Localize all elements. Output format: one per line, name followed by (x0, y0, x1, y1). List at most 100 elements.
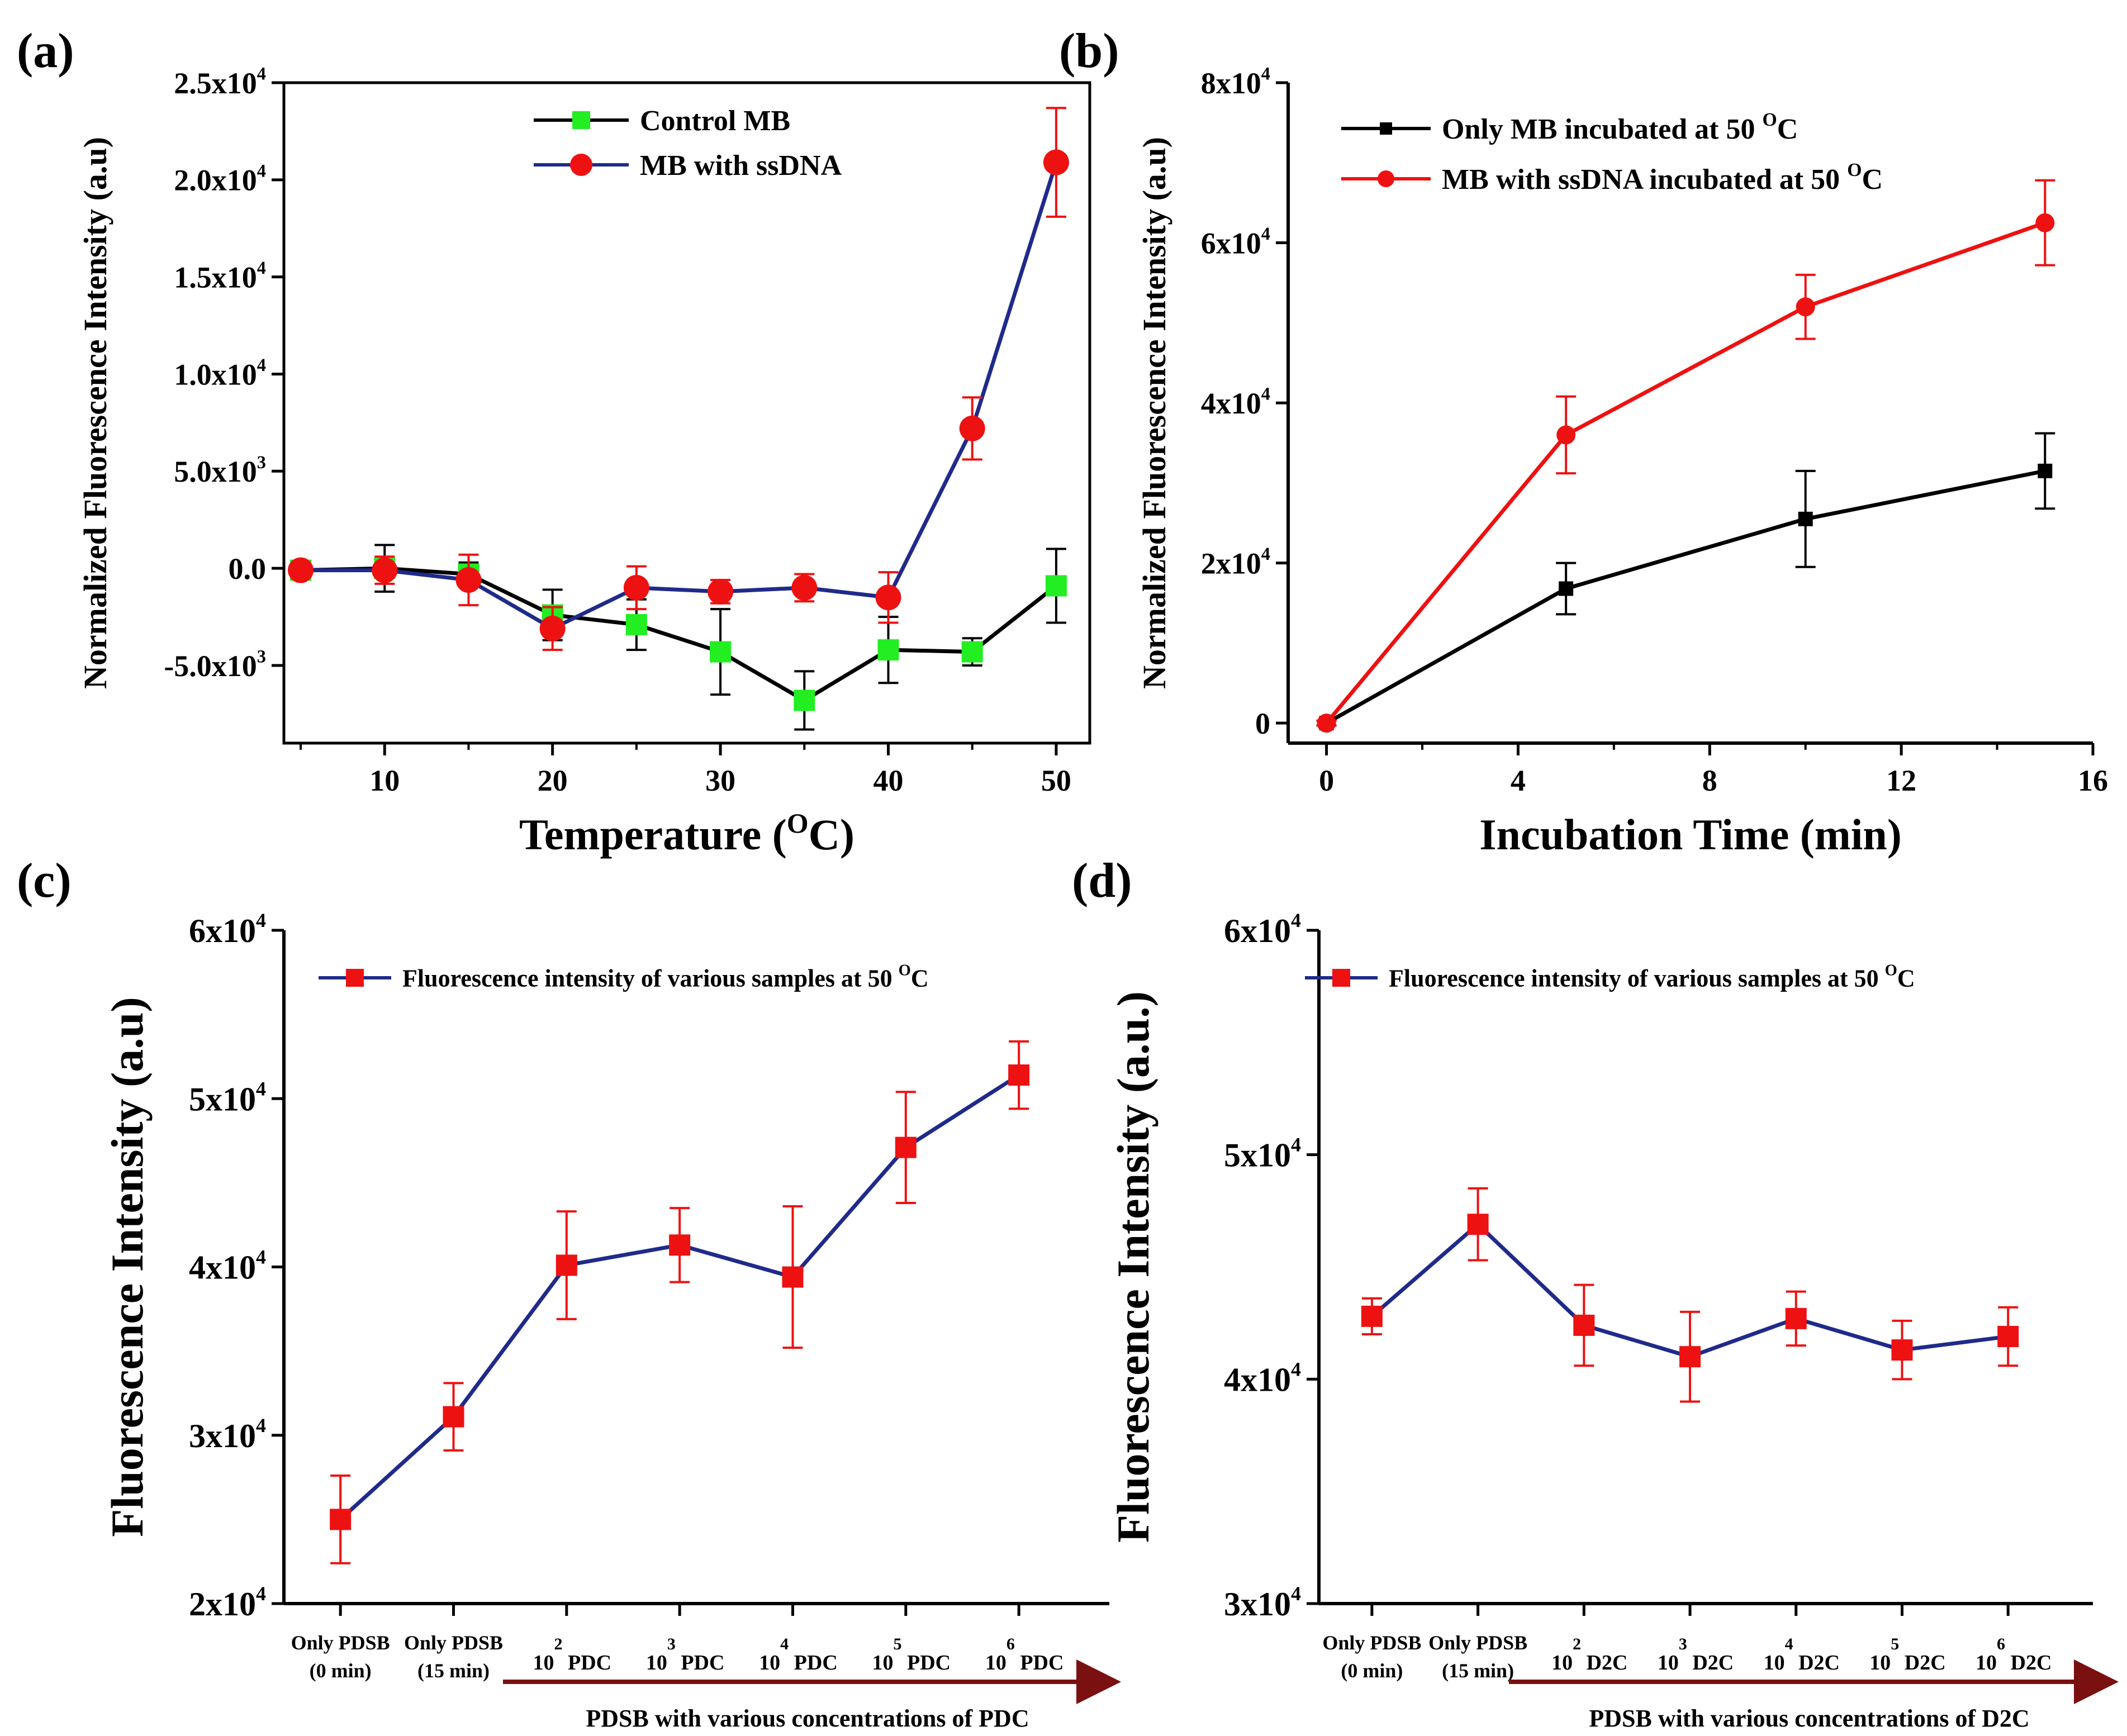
data-point (782, 1266, 804, 1288)
data-point (959, 415, 985, 441)
data-point (288, 557, 314, 583)
x-tick-label: 50 (1041, 764, 1071, 797)
data-point (330, 1509, 352, 1530)
data-point (1679, 1346, 1701, 1368)
series-line (1324, 221, 2046, 725)
category-label: (0 min) (1341, 1659, 1403, 1682)
data-point (1008, 1064, 1030, 1086)
series-line (339, 1073, 1020, 1521)
y-tick-label: 5.0x103 (174, 453, 266, 488)
category-label: (15 min) (1442, 1659, 1514, 1682)
data-point (1785, 1307, 1807, 1329)
legend-label: MB with ssDNA incubated at 50 OC (1442, 160, 1883, 196)
x-tick-label: 12 (1886, 764, 1916, 797)
y-tick-label: 5x104 (189, 1077, 266, 1117)
series-line (300, 566, 1058, 703)
y-tick-label: 2x104 (189, 1582, 266, 1623)
chart-panel-b: (b) 0 2x104 4x104 6x104 8x104 Normalized Fluor… (1059, 24, 2108, 859)
y-tick-label: 1.0x104 (174, 355, 266, 391)
y-axis-label: Normalized Fluorescence Intensity (a.u) (77, 137, 113, 689)
y-tick-label: 4x104 (1224, 1358, 1301, 1398)
y-tick-label: 3x104 (189, 1414, 266, 1454)
data-point (1467, 1214, 1489, 1235)
category-label: 103 D2C (1658, 1635, 1734, 1675)
plot-frame (282, 81, 1091, 745)
category-label: (15 min) (417, 1659, 490, 1682)
legend-swatch-marker (572, 111, 590, 129)
chart-panel-c: (c) 2x104 3x104 4x104 5x104 6x104 Fluorescence… (17, 854, 1121, 1732)
legend-swatch-marker (570, 154, 592, 176)
data-point (710, 641, 732, 663)
data-point (1556, 425, 1576, 445)
legend-label: Fluorescence intensity of various sample… (402, 962, 929, 992)
category-label: 105 PDC (872, 1635, 951, 1675)
legend-label: MB with ssDNA (640, 150, 842, 182)
data-point (1045, 575, 1067, 597)
panel-label: (c) (17, 854, 72, 908)
panel-label: (b) (1059, 24, 1119, 78)
category-label: 106 D2C (1976, 1635, 2052, 1675)
panel-label: (d) (1072, 854, 1132, 908)
legend-swatch-marker (1380, 122, 1392, 135)
data-point (1361, 1305, 1383, 1327)
data-point (2038, 463, 2053, 478)
data-point (1997, 1326, 2019, 1348)
y-axis-label: Fluorescence Intensity (a.u.) (1108, 991, 1159, 1543)
data-point (1796, 297, 1815, 317)
category-label: (0 min) (310, 1659, 372, 1682)
data-point (708, 578, 734, 605)
x-tick-label: 16 (2078, 764, 2108, 797)
y-tick-label: 8x104 (1201, 64, 1270, 100)
category-label: 103 PDC (646, 1635, 725, 1675)
x-tick-label: 40 (873, 764, 904, 797)
y-tick-label: 4x104 (189, 1246, 266, 1286)
category-label: 105 D2C (1869, 1635, 1945, 1675)
legend-swatch-marker (1378, 170, 1394, 187)
x-tick-label: 30 (705, 764, 735, 797)
y-tick-label: 2.0x104 (174, 161, 266, 197)
category-label: 106 PDC (985, 1635, 1064, 1675)
arrow-label: PDSB with various concentrations of D2C (1589, 1705, 2029, 1732)
data-point (539, 615, 566, 641)
data-point (1317, 714, 1336, 733)
data-point (1798, 511, 1813, 526)
x-axis-label: Incubation Time (min) (1479, 810, 1902, 859)
y-tick-label: 5x104 (1224, 1134, 1301, 1174)
y-tick-label: 1.5x104 (174, 258, 266, 294)
x-tick-label: 10 (369, 764, 400, 797)
y-tick-label: 6x104 (189, 909, 266, 949)
y-tick-label: 2x104 (1201, 544, 1270, 580)
data-point (372, 557, 398, 583)
category-label: 104 PDC (759, 1635, 838, 1675)
data-point (895, 1136, 917, 1158)
data-point (877, 639, 899, 661)
data-point (623, 574, 649, 601)
y-tick-label: 6x104 (1201, 224, 1270, 260)
arrow-label: PDSB with various concentrations of PDC (586, 1705, 1029, 1732)
data-point (455, 567, 482, 593)
legend-swatch-marker (1332, 969, 1350, 987)
data-point (794, 689, 815, 711)
category-label: 102 D2C (1551, 1635, 1627, 1675)
y-tick-label: 2.5x104 (174, 64, 266, 100)
legend-label: Fluorescence intensity of various sample… (1389, 962, 1915, 992)
category-label: Only PDSB (404, 1632, 503, 1654)
data-point (2035, 213, 2055, 232)
data-point (1573, 1314, 1595, 1336)
data-point (443, 1406, 464, 1428)
data-point (961, 641, 983, 663)
y-tick-label: 4x104 (1201, 384, 1270, 420)
y-axis-label: Fluorescence Intensity (a.u) (102, 997, 153, 1537)
data-point (625, 613, 647, 635)
series-line (1325, 469, 2045, 725)
data-point (669, 1234, 691, 1256)
panel-label: (a) (17, 24, 74, 78)
legend-label: Control MB (640, 105, 790, 137)
data-point (875, 584, 901, 611)
x-tick-label: 0 (1319, 764, 1334, 797)
x-tick-label: 4 (1511, 764, 1526, 797)
data-point (1043, 149, 1069, 175)
y-tick-label: 0 (1255, 707, 1270, 740)
chart-panel-d: (d) 3x104 4x104 5x104 6x104 Fluorescence Inte… (1072, 854, 2119, 1732)
